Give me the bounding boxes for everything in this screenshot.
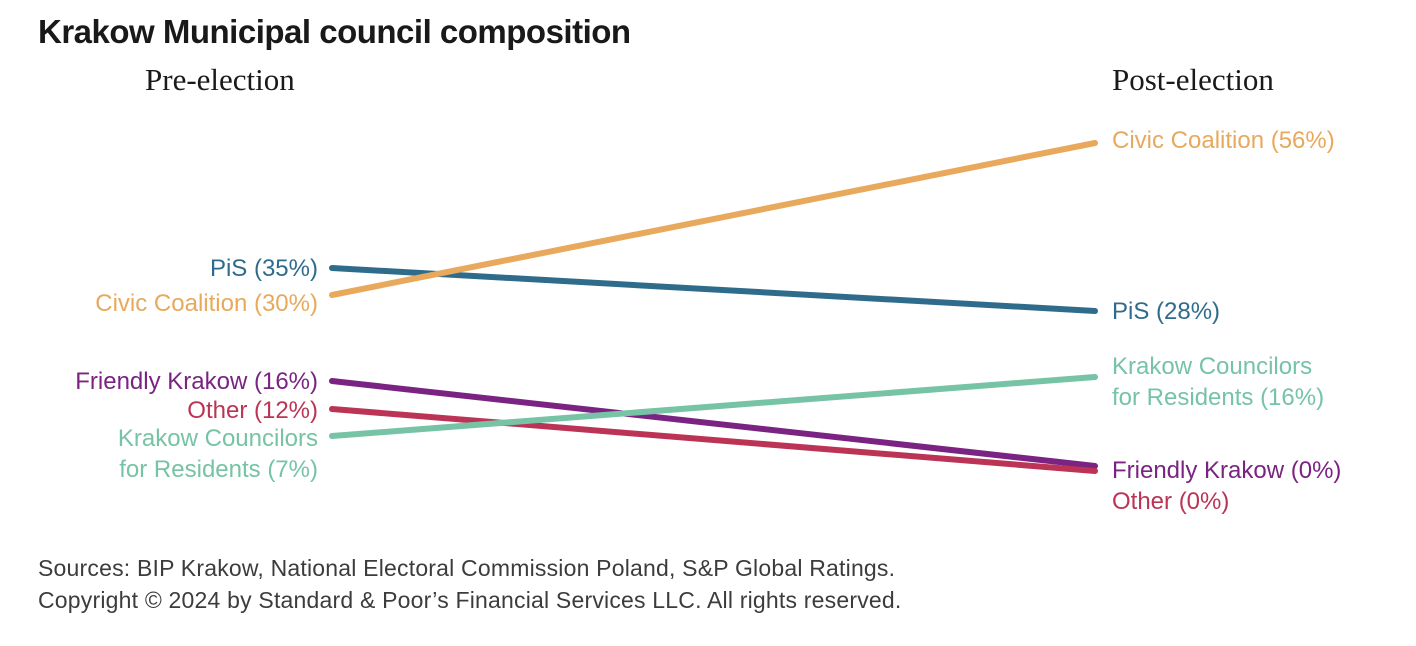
label-pre-other: Other (12%) (187, 397, 318, 424)
column-header-pre-election: Pre-election (145, 62, 295, 97)
label-pre-civic-coalition: Civic Coalition (30%) (95, 290, 318, 317)
label-post-other: Other (0%) (1112, 488, 1230, 515)
label-pre-krakow-councilors: Krakow Councilors for Residents (7%) (118, 423, 318, 485)
label-pre-krakow-councilors-line2: for Residents (7%) (119, 456, 318, 483)
copyright-text: Copyright © 2024 by Standard & Poor’s Fi… (38, 587, 902, 613)
slope-line-friendly (329, 378, 1098, 469)
slope-line-councilors (329, 374, 1098, 439)
label-post-friendly-krakow: Friendly Krakow (0%) (1112, 457, 1342, 484)
label-pre-pis: PiS (35%) (209, 255, 318, 282)
label-pre-krakow-councilors-line1: Krakow Councilors (117, 425, 318, 452)
slope-line-civic (329, 140, 1098, 298)
label-pre-friendly-krakow: Friendly Krakow (16%) (75, 368, 318, 395)
label-post-krakow-councilors-line1: Krakow Councilors (1112, 353, 1313, 380)
slope-line-pis (329, 265, 1098, 314)
label-post-pis: PiS (28%) (1112, 298, 1221, 325)
label-post-civic-coalition: Civic Coalition (56%) (1112, 127, 1335, 154)
sources-text: Sources: BIP Krakow, National Electoral … (38, 555, 896, 581)
chart-title: Krakow Municipal council composition (38, 13, 631, 50)
label-post-krakow-councilors: Krakow Councilors for Residents (16%) (1112, 351, 1324, 413)
label-post-krakow-councilors-line2: for Residents (16%) (1112, 384, 1325, 411)
slope-line-other (329, 406, 1098, 474)
column-header-post-election: Post-election (1112, 62, 1274, 97)
